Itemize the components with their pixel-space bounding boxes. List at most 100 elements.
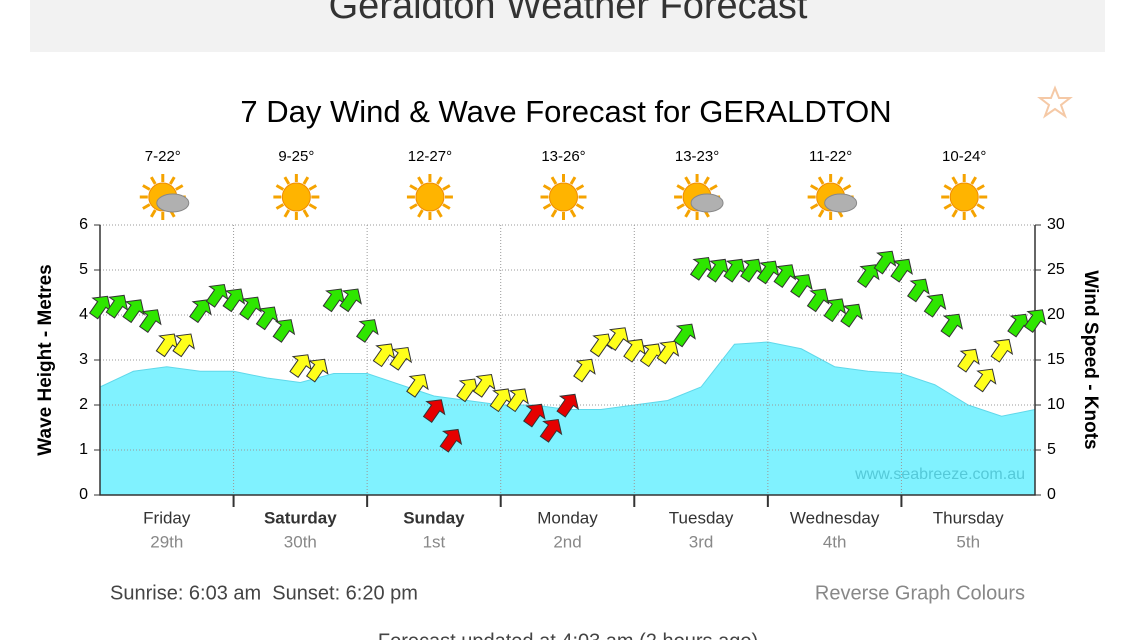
y2-tick-label: 5 (1047, 441, 1056, 458)
sun-ray (684, 209, 691, 218)
wind-arrow (155, 333, 179, 358)
favourite-star[interactable] (1037, 85, 1073, 119)
sun-ray (175, 184, 184, 191)
wind-arrow (1007, 313, 1030, 338)
sun-ray (569, 209, 577, 218)
wind-arrow (790, 274, 813, 298)
temperature: 11-22° (809, 148, 852, 165)
wind-arrow (756, 260, 780, 285)
wind-arrow (740, 258, 763, 283)
temperature: 9-25° (278, 148, 314, 165)
temperature: 13-23° (675, 148, 719, 165)
wind-arrow (890, 258, 913, 283)
wind-arrow (105, 294, 129, 319)
wind-arrow (205, 283, 229, 308)
wind-arrow (88, 295, 112, 320)
y-axis-label: Wave Height - Metres (35, 264, 56, 455)
wind-arrow (689, 256, 713, 281)
sun-ray (976, 203, 985, 210)
wind-arrow (990, 338, 1014, 363)
sun-ray (550, 176, 558, 185)
wind-arrow (289, 354, 312, 378)
sun-ray (943, 184, 952, 191)
y2-tick-label: 15 (1047, 351, 1065, 368)
updated-note: Forecast updated at 4:03 am (2 hours ago… (378, 630, 758, 640)
sun-ray (684, 176, 691, 185)
sun-ray (703, 176, 710, 185)
date-label: 2nd (553, 532, 581, 551)
wind-arrow (706, 258, 730, 283)
wind-arrow (773, 264, 797, 288)
wind-arrow (222, 288, 246, 313)
sun-ray (168, 176, 176, 185)
wind-arrow (873, 250, 897, 275)
y2-tick-label: 20 (1047, 306, 1065, 323)
sun-ray (149, 209, 157, 218)
y-tick-label: 6 (79, 216, 88, 233)
sun (949, 182, 979, 212)
wind-arrow (573, 358, 596, 383)
sun-ray (809, 203, 819, 210)
day-label: Wednesday (790, 508, 880, 527)
wind-arrow (339, 288, 362, 313)
sun-ray (142, 203, 151, 210)
wind-arrow (656, 340, 680, 365)
wind-arrow (539, 418, 563, 443)
weather-icon (540, 174, 587, 220)
wind-arrow (856, 264, 880, 288)
wind-arrow (356, 319, 379, 343)
wind-arrow (606, 327, 630, 351)
sun-times: Sunrise: 6:03 am Sunset: 6:20 pm (110, 582, 418, 604)
sun-ray (442, 184, 451, 191)
day-label: Friday (143, 508, 191, 527)
y-tick-label: 0 (79, 486, 88, 503)
sun-ray (575, 184, 585, 191)
axes (99, 225, 1036, 496)
wind-arrow (806, 288, 830, 313)
temperature: 7-22° (145, 148, 181, 165)
watermark: www.seabreeze.com.au (854, 466, 1025, 483)
wind-arrow (389, 346, 413, 371)
sun-ray (436, 209, 443, 218)
page-title: Geraldton Weather Forecast (329, 0, 808, 27)
wind-arrow (189, 299, 212, 324)
wind-arrow (305, 358, 329, 383)
wave-area (99, 341, 1036, 496)
sun-ray (275, 203, 285, 210)
sun-ray (970, 176, 978, 185)
sun-ray (970, 209, 978, 218)
weather-icon (406, 174, 453, 220)
weather-icon (273, 174, 320, 220)
sun-ray (842, 184, 852, 191)
reverse-colours-link[interactable]: Reverse Graph Colours (815, 582, 1025, 604)
wind-arrow (472, 373, 496, 398)
day-label: Thursday (933, 508, 1004, 527)
sun-ray (417, 209, 424, 218)
y2-tick-label: 0 (1047, 486, 1056, 503)
wind-arrow (523, 403, 546, 428)
sun-ray (436, 176, 443, 185)
sun-ray (817, 209, 825, 218)
sun-ray (951, 176, 959, 185)
wind-arrow (723, 258, 746, 283)
day-label: Sunday (403, 508, 465, 527)
day-label: Monday (537, 508, 598, 527)
wind-arrow (1023, 309, 1047, 333)
sun-ray (275, 184, 285, 191)
chart-title: 7 Day Wind & Wave Forecast for GERALDTON (240, 94, 891, 129)
wind-arrow (322, 288, 346, 313)
wind-arrow (623, 338, 646, 363)
cloud (824, 193, 858, 213)
sun-ray (709, 184, 718, 191)
sun-ray (308, 184, 318, 191)
sun-ray (442, 203, 451, 210)
sun-ray (817, 176, 825, 185)
sun-ray (809, 184, 819, 191)
wind-arrow (907, 278, 930, 303)
temperature: 13-26° (541, 148, 585, 165)
y2-tick-label: 10 (1047, 396, 1065, 413)
sun-ray (302, 176, 310, 185)
wind-arrow (406, 373, 429, 398)
